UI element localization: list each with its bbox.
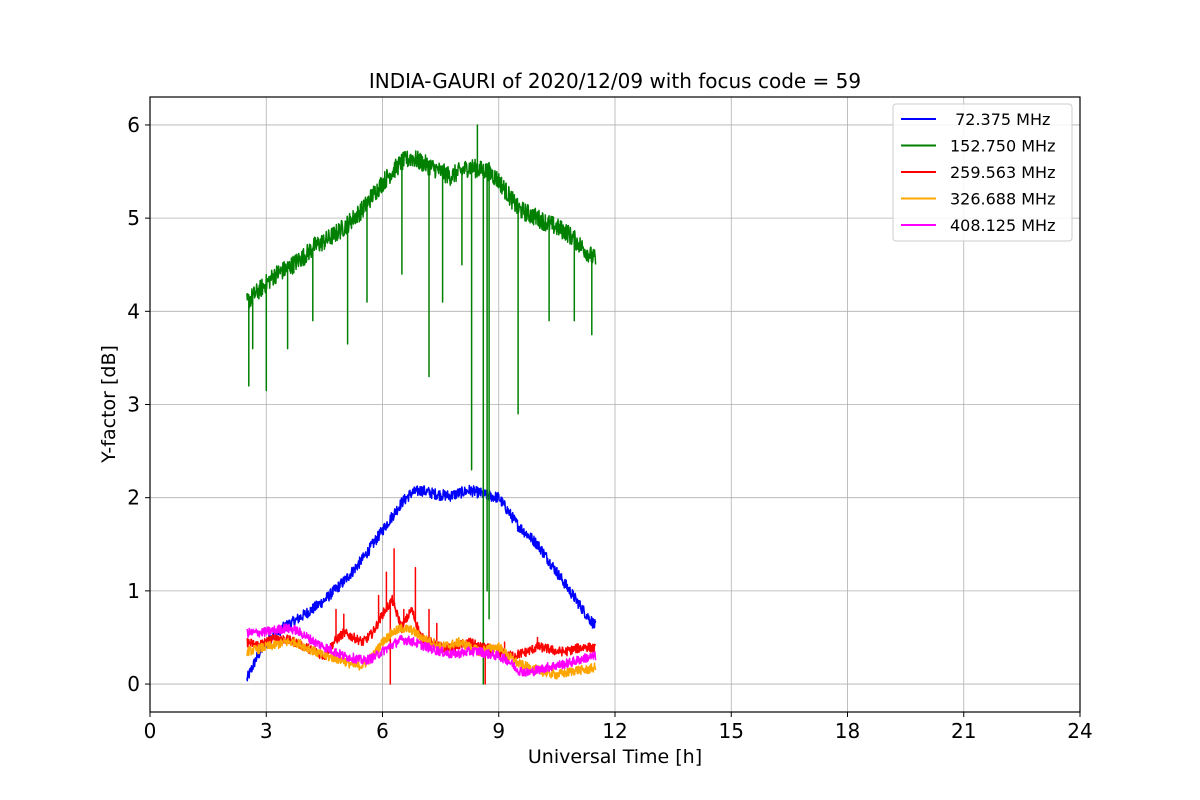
x-tick-label: 6 bbox=[376, 719, 389, 743]
y-tick-label: 3 bbox=[127, 393, 140, 417]
y-tick-label: 6 bbox=[127, 113, 140, 137]
x-axis-ticks: 0 3 6 9 12 15 18 21 24 bbox=[144, 712, 1093, 743]
x-tick-label: 9 bbox=[492, 719, 505, 743]
x-tick-label: 3 bbox=[260, 719, 273, 743]
legend-label: 408.125 MHz bbox=[950, 216, 1055, 235]
y-axis-ticks: 0 1 2 3 4 5 6 bbox=[127, 113, 150, 696]
series-line bbox=[246, 623, 597, 677]
legend-label: 259.563 MHz bbox=[950, 163, 1055, 182]
y-tick-label: 4 bbox=[127, 299, 140, 323]
legend: 72.375 MHz 152.750 MHz 259.563 MHz 326.688 … bbox=[892, 103, 1073, 242]
y-tick-label: 2 bbox=[127, 486, 140, 510]
series-line bbox=[246, 484, 597, 682]
x-tick-label: 18 bbox=[835, 719, 860, 743]
x-tick-label: 12 bbox=[602, 719, 627, 743]
legend-label: 152.750 MHz bbox=[950, 137, 1055, 156]
legend-label: 326.688 MHz bbox=[950, 190, 1055, 209]
chart-title: INDIA-GAURI of 2020/12/09 with focus cod… bbox=[369, 69, 861, 93]
legend-box bbox=[892, 103, 1073, 242]
y-tick-label: 0 bbox=[127, 672, 140, 696]
x-tick-label: 24 bbox=[1067, 719, 1092, 743]
x-tick-label: 0 bbox=[144, 719, 157, 743]
x-axis-label: Universal Time [h] bbox=[528, 746, 702, 768]
y-axis-label: Y-factor [dB] bbox=[98, 345, 120, 464]
series-line bbox=[246, 124, 597, 685]
x-tick-label: 15 bbox=[719, 719, 744, 743]
y-tick-label: 1 bbox=[127, 579, 140, 603]
y-tick-label: 5 bbox=[127, 206, 140, 230]
legend-label: 72.375 MHz bbox=[950, 110, 1050, 129]
series-layer bbox=[246, 124, 597, 685]
x-tick-label: 21 bbox=[951, 719, 976, 743]
